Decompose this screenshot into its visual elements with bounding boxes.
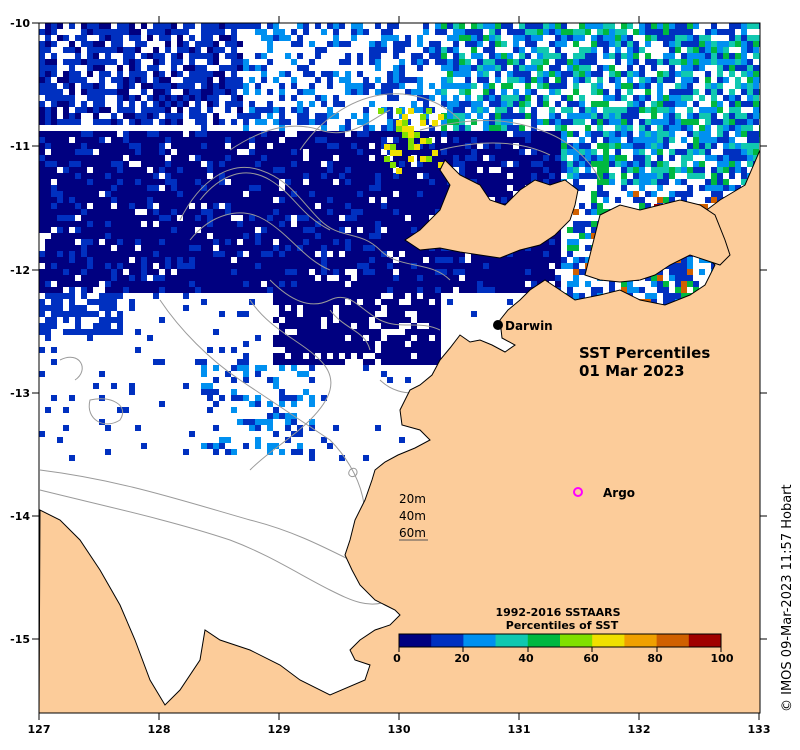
lat-tick-label: -10	[10, 17, 30, 30]
colorbar-swatch	[656, 634, 690, 647]
contour-40m-label: 40m	[399, 509, 426, 523]
lon-tick-label: 133	[748, 723, 771, 736]
cobourg-coast	[584, 199, 731, 283]
contour-20m-label: 20m	[399, 492, 426, 506]
land-mass	[39, 149, 760, 713]
argo-label: Argo	[603, 486, 635, 500]
lon-tick-label: 127	[28, 723, 51, 736]
colorbar-swatch	[688, 634, 722, 647]
contour-60m-label: 60m	[399, 526, 426, 540]
darwin-label: Darwin	[505, 319, 553, 333]
colorbar-swatch	[495, 634, 529, 647]
colorbar-label: 80	[647, 652, 663, 665]
colorbar-label: 0	[393, 652, 401, 665]
colorbar-label: 20	[454, 652, 470, 665]
colorbar-frame	[398, 633, 722, 648]
lon-tick-label: 131	[508, 723, 531, 736]
colorbar-swatch	[560, 634, 593, 647]
darwin-marker	[493, 320, 503, 330]
colorbar-swatch	[592, 634, 625, 647]
map-title: SST Percentiles	[579, 344, 710, 362]
lon-tick-label: 129	[268, 723, 291, 736]
colorbar-label: 100	[711, 652, 734, 665]
argo-marker	[573, 487, 583, 497]
colorbar: 1992-2016 SSTAARS Percentiles of SST 0 2…	[393, 606, 734, 665]
tiwi-islands-coast	[404, 159, 579, 259]
lon-tick-label: 132	[628, 723, 651, 736]
colorbar-label: 40	[518, 652, 534, 665]
colorbar-label: 60	[583, 652, 599, 665]
lat-tick-label: -14	[10, 510, 30, 523]
lon-tick-label: 130	[388, 723, 411, 736]
lon-tick-label: 128	[148, 723, 171, 736]
colorbar-title: 1992-2016 SSTAARS	[495, 606, 620, 619]
map-date: 01 Mar 2023	[579, 362, 685, 380]
contour-legend: 20m 40m 60m	[399, 492, 428, 541]
colorbar-swatch	[431, 634, 464, 647]
lat-tick-label: -13	[10, 387, 30, 400]
longitude-labels: 127 128 129 130 131 132 133	[28, 723, 771, 736]
colorbar-swatches	[398, 633, 722, 648]
latitude-labels: -10 -11 -12 -13 -14 -15	[10, 17, 30, 646]
lat-tick-label: -12	[10, 264, 30, 277]
northern-territory-mainland	[39, 149, 760, 713]
lat-tick-label: -15	[10, 633, 30, 646]
colorbar-swatch	[399, 634, 432, 647]
colorbar-swatch	[527, 634, 561, 647]
colorbar-swatch	[624, 634, 657, 647]
axis-ticks	[32, 16, 767, 720]
sst-data-layer	[39, 23, 760, 461]
colorbar-subtitle: Percentiles of SST	[506, 619, 619, 632]
lat-tick-label: -11	[10, 140, 30, 153]
colorbar-swatch	[463, 634, 496, 647]
imos-credit: © IMOS 09-Mar-2023 11:57 Hobart	[780, 484, 795, 712]
colorbar-ticks	[398, 647, 722, 652]
